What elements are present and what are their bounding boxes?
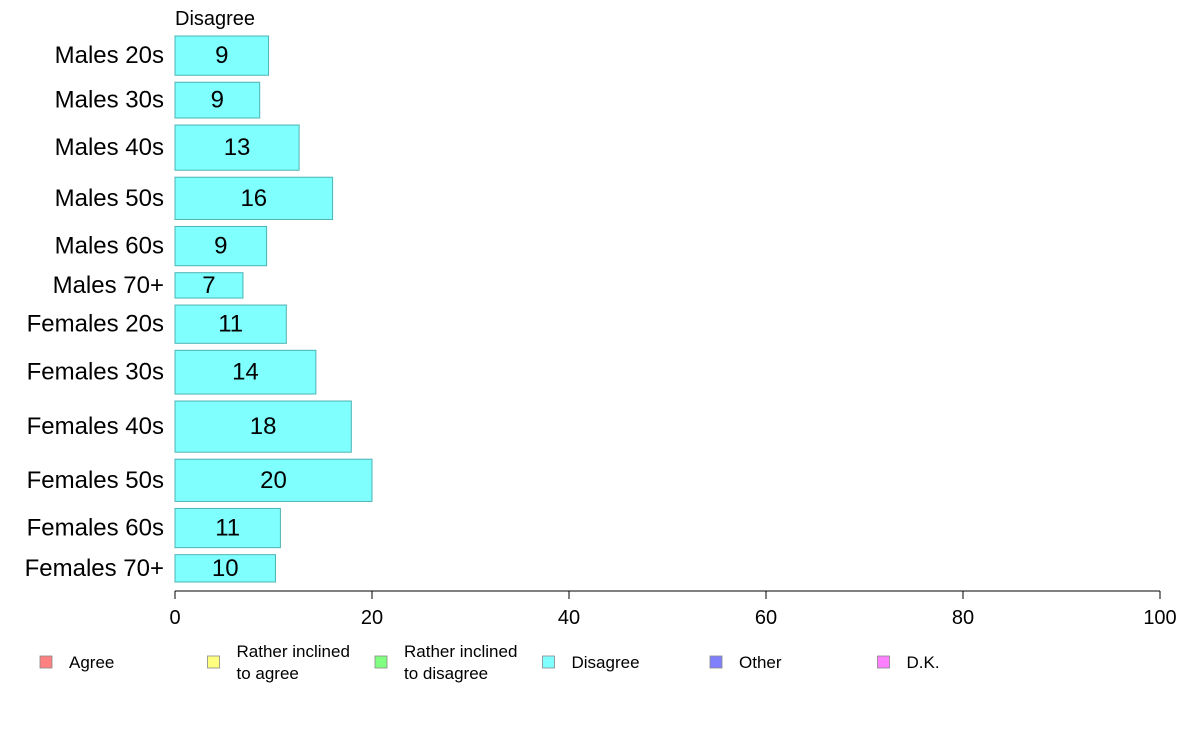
legend-label: D.K.: [907, 653, 940, 672]
bar-value-label: 18: [250, 413, 277, 440]
bar: [174, 304, 287, 344]
bar-value-label: 10: [212, 555, 239, 582]
bar-value-label: 9: [214, 233, 227, 260]
category-label: Males 20s: [55, 42, 164, 69]
legend-label-line: to disagree: [404, 664, 488, 683]
bar: [174, 507, 281, 549]
category-label: Females 50s: [27, 467, 164, 494]
legend-label-line: to agree: [237, 664, 299, 683]
bar-value-label: 13: [224, 134, 251, 161]
bars-group: 9 Males 20s 9 Males 30s 13 Males 40s 16 Males 5…: [25, 35, 373, 583]
category-label: Males 40s: [55, 134, 164, 161]
category-label: Males 30s: [55, 87, 164, 114]
x-tick-label: 20: [361, 607, 383, 629]
bar-value-label: 11: [215, 515, 240, 542]
legend-label: Disagree: [572, 653, 640, 672]
bar-value-label: 9: [211, 87, 224, 114]
legend-swatch: [709, 655, 723, 669]
category-label: Females 20s: [27, 311, 164, 338]
bar: [174, 176, 334, 220]
bar-value-label: 7: [202, 272, 215, 299]
legend-label: Rather inclined to agree: [237, 642, 350, 683]
category-label: Males 60s: [55, 233, 164, 260]
bar: [174, 225, 268, 267]
legend-label-line: Rather inclined: [237, 642, 350, 661]
bar-value-label: 9: [215, 42, 228, 69]
bar-value-label: 20: [260, 467, 287, 494]
bar: [174, 81, 261, 119]
legend-swatch: [207, 655, 220, 669]
bar: [174, 554, 276, 583]
bar: [174, 272, 244, 299]
legend-swatch: [39, 655, 53, 669]
category-label: Females 60s: [27, 515, 164, 542]
bar-value-label: 16: [240, 185, 267, 212]
category-label: Females 40s: [27, 413, 164, 440]
bar: [174, 400, 352, 453]
x-tick-label: 60: [755, 607, 777, 629]
bar-value-label: 14: [232, 359, 259, 386]
legend-label: Rather inclined to disagree: [404, 642, 517, 683]
chart-title: Disagree: [175, 8, 255, 30]
x-tick-label: 100: [1143, 607, 1176, 629]
legend-swatch: [374, 655, 388, 669]
bar: [174, 124, 300, 171]
bar: [174, 349, 317, 395]
legend-label-line: Rather inclined: [404, 642, 517, 661]
bar-value-label: 11: [218, 311, 243, 338]
x-tick-label: 40: [558, 607, 580, 629]
bar: [174, 458, 373, 502]
category-label: Females 30s: [27, 359, 164, 386]
x-tick-label: 0: [169, 607, 180, 629]
legend-label: Agree: [69, 653, 114, 672]
legend-swatch: [877, 655, 890, 669]
x-axis: 0 20 40 60 80 100: [169, 590, 1177, 629]
category-label: Males 70+: [53, 272, 164, 299]
x-tick-label: 80: [952, 607, 974, 629]
legend-label: Other: [739, 653, 782, 672]
bar: [174, 35, 270, 76]
category-label: Females 70+: [25, 555, 164, 582]
legend-swatch: [542, 655, 555, 669]
category-label: Males 50s: [55, 185, 164, 212]
